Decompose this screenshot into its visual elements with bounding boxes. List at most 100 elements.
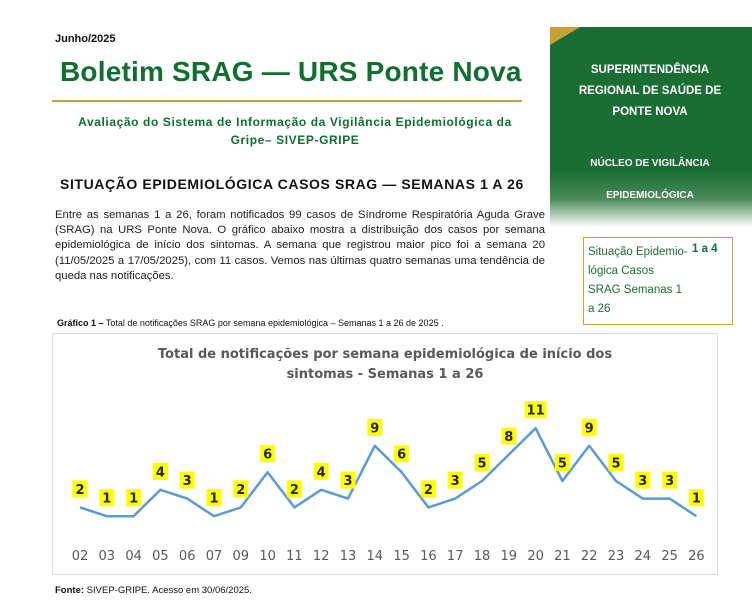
data-label-bg xyxy=(313,462,329,480)
x-tick-label: 21 xyxy=(554,549,571,564)
figure-source-text: SIVEP-GRIPE. Acesso em 30/06/2025. xyxy=(84,585,252,596)
data-label-text: 1 xyxy=(102,492,111,507)
x-tick-label: 14 xyxy=(367,549,384,564)
section-body: Entre as semanas 1 a 26, foram notificad… xyxy=(55,209,545,282)
data-label-text: 1 xyxy=(692,492,701,507)
x-tick-label: 03 xyxy=(99,549,116,564)
data-label-bg xyxy=(501,427,517,445)
data-label: 5 xyxy=(608,454,624,472)
figure-source-label: Fonte: xyxy=(55,585,85,596)
data-label-text: 3 xyxy=(638,474,647,489)
x-tick-label: 20 xyxy=(527,549,544,564)
data-label-text: 3 xyxy=(183,474,192,489)
data-label-text: 1 xyxy=(129,492,138,507)
data-label: 8 xyxy=(501,427,517,445)
data-label-text: 3 xyxy=(451,474,460,489)
x-tick-label: 15 xyxy=(393,549,410,564)
data-label-bg xyxy=(126,489,142,507)
data-label-text: 2 xyxy=(424,483,433,498)
chart-title-line2: sintomas - Semanas 1 a 26 xyxy=(287,367,484,382)
data-label-text: 5 xyxy=(611,457,620,472)
data-label-bg xyxy=(635,471,651,489)
data-label: 2 xyxy=(72,480,88,498)
data-label-text: 6 xyxy=(263,448,272,463)
data-label-text: 9 xyxy=(585,421,594,436)
x-tick-label: 17 xyxy=(447,549,464,564)
figure-caption-label: Gráfico 1 – xyxy=(57,318,104,328)
data-label: 3 xyxy=(340,471,356,489)
side-panel-org-name: SUPERINTENDÊNCIA REGIONAL DE SAÚDE DE PO… xyxy=(578,64,722,118)
toc-item-label[interactable]: Situação Epidemio-lógica Casos SRAG Sema… xyxy=(588,246,688,315)
x-tick-label: 25 xyxy=(661,549,678,564)
x-tick-label: 19 xyxy=(501,549,518,564)
x-tick-label: 05 xyxy=(152,549,169,564)
figure-caption: Gráfico 1 – Total de notificações SRAG p… xyxy=(57,318,444,328)
data-label-bg xyxy=(420,480,436,498)
toc-box xyxy=(583,237,733,325)
data-label-text: 4 xyxy=(317,465,326,480)
data-label: 3 xyxy=(447,471,463,489)
line-chart: Total de notificações por semana epidemi… xyxy=(72,347,705,564)
side-panel-accent xyxy=(550,27,580,45)
data-label-bg xyxy=(554,454,570,471)
x-tick-label: 06 xyxy=(179,549,196,564)
x-tick-label: 07 xyxy=(206,549,223,564)
figure-source: Fonte: SIVEP-GRIPE. Acesso em 30/06/2025… xyxy=(55,585,252,596)
data-label-text: 5 xyxy=(558,457,567,472)
x-tick-label: 12 xyxy=(313,549,330,564)
data-label: 1 xyxy=(126,489,142,507)
x-tick-label: 11 xyxy=(286,549,303,564)
x-tick-label: 02 xyxy=(72,549,89,564)
x-tick-label: 24 xyxy=(635,549,652,564)
data-label-bg xyxy=(340,471,356,489)
data-label: 3 xyxy=(179,471,195,489)
bulletin-subtitle: Avaliação do Sistema de Informação da Vi… xyxy=(78,115,512,147)
x-tick-label: 23 xyxy=(608,549,625,564)
bulletin-title: Boletim SRAG — URS Ponte Nova xyxy=(60,56,522,87)
data-label: 4 xyxy=(152,462,168,480)
toc-item-pages[interactable]: 1 a 4 xyxy=(692,243,718,255)
data-label: 1 xyxy=(206,489,222,507)
data-label: 6 xyxy=(260,445,276,463)
data-label-bg xyxy=(179,471,195,489)
data-label-text: 11 xyxy=(527,404,545,419)
data-label: 6 xyxy=(394,445,410,463)
data-label-text: 4 xyxy=(156,465,165,480)
x-tick-label: 13 xyxy=(340,549,357,564)
data-label: 11 xyxy=(524,401,547,419)
data-label-bg xyxy=(447,471,463,489)
x-tick-label: 18 xyxy=(474,549,491,564)
data-label-bg xyxy=(688,489,704,507)
data-label: 3 xyxy=(662,471,678,489)
data-label-text: 2 xyxy=(236,483,245,498)
x-tick-label: 22 xyxy=(581,549,598,564)
data-label-text: 3 xyxy=(343,474,352,489)
x-tick-label: 10 xyxy=(259,549,276,564)
data-label: 1 xyxy=(688,489,704,507)
chart-title-line1: Total de notificações por semana epidemi… xyxy=(158,347,612,362)
data-label-bg xyxy=(72,480,88,498)
data-label-bg xyxy=(608,454,624,471)
x-tick-label: 09 xyxy=(233,549,250,564)
data-label: 2 xyxy=(233,480,249,498)
data-label: 4 xyxy=(313,462,329,480)
data-label: 9 xyxy=(367,418,383,436)
chart-line-layer xyxy=(79,426,698,518)
figure-caption-text: Total de notificações SRAG por semana ep… xyxy=(103,318,444,328)
side-panel-nucleo: NÚCLEO DE VIGILÂNCIA EPIDEMIOLÓGICA xyxy=(590,158,710,201)
bulletin-date: Junho/2025 xyxy=(55,33,116,45)
side-panel xyxy=(550,27,752,227)
data-label: 5 xyxy=(554,454,570,472)
data-label-text: 1 xyxy=(209,492,218,507)
data-label-text: 2 xyxy=(75,483,84,498)
data-label-bg xyxy=(394,445,410,463)
data-label: 2 xyxy=(286,480,302,498)
data-label-bg xyxy=(367,418,383,436)
x-tick-label: 26 xyxy=(688,549,705,564)
chart-tick-layer: 02 03 04 05 06 07 09 10 11 12 13 14 15 16 17 18 19 20 21 22… xyxy=(72,549,705,564)
data-label-text: 2 xyxy=(290,483,299,498)
data-label-bg xyxy=(524,401,547,419)
data-label-text: 3 xyxy=(665,474,674,489)
title-divider xyxy=(52,100,522,102)
